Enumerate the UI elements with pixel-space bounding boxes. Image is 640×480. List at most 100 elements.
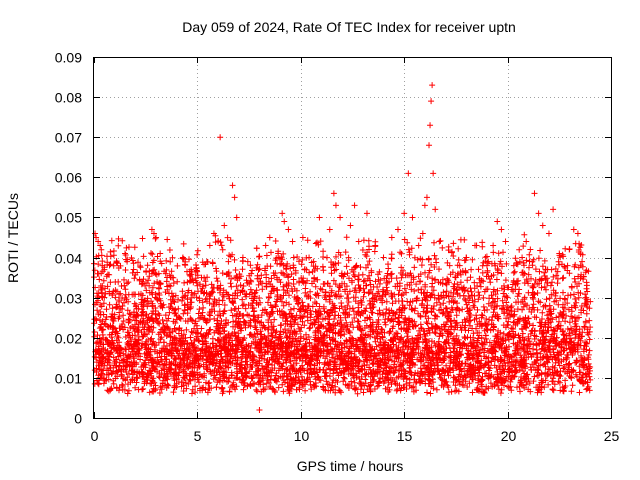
data-point — [394, 226, 401, 233]
data-point — [285, 226, 292, 233]
data-point — [570, 226, 577, 233]
data-point — [229, 182, 236, 189]
y-tick-label: 0.05 — [55, 210, 82, 226]
data-point — [299, 234, 306, 241]
data-point — [99, 262, 106, 269]
data-point — [101, 266, 108, 273]
data-point — [432, 206, 439, 213]
x-tick-label: 0 — [91, 428, 99, 444]
data-point — [463, 254, 470, 261]
data-point — [545, 230, 552, 237]
data-point — [179, 254, 186, 261]
data-point — [583, 294, 590, 301]
data-point — [316, 214, 323, 221]
y-tick-label: 0.08 — [55, 90, 82, 106]
data-point — [388, 234, 395, 241]
data-point — [454, 270, 461, 277]
data-point — [494, 218, 501, 225]
data-point — [527, 246, 534, 253]
data-point — [148, 226, 155, 233]
y-tick-label: 0.04 — [55, 251, 82, 267]
data-point — [275, 250, 282, 257]
data-point — [574, 230, 581, 237]
data-point — [326, 226, 333, 233]
data-point — [347, 222, 354, 229]
data-point — [429, 82, 436, 89]
data-point — [221, 222, 228, 229]
data-point — [535, 210, 542, 217]
data-point — [351, 202, 358, 209]
data-point — [95, 238, 102, 245]
data-point — [436, 238, 443, 245]
plot-frame — [93, 57, 612, 419]
data-point — [225, 258, 232, 265]
data-point — [279, 210, 286, 217]
x-tick-label: 15 — [397, 428, 413, 444]
data-point — [97, 242, 104, 249]
axis-ticks — [94, 57, 612, 419]
y-tick-labels: 0 0.01 0.02 0.03 0.04 0.05 0.06 0.07 0.08 0.09 — [55, 50, 82, 427]
y-tick-label: 0.09 — [55, 50, 82, 66]
data-point — [262, 242, 269, 249]
data-point — [337, 214, 344, 221]
data-point — [289, 238, 296, 245]
data-point — [124, 258, 131, 265]
data-point — [550, 206, 557, 213]
x-tick-label: 10 — [294, 428, 310, 444]
data-point — [556, 250, 563, 257]
data-point — [215, 238, 222, 245]
data-point — [531, 190, 538, 197]
data-point — [266, 234, 273, 241]
data-point — [510, 262, 517, 269]
data-point — [150, 230, 157, 237]
x-tick-label: 5 — [194, 428, 202, 444]
data-point — [157, 250, 164, 257]
data-point — [423, 194, 430, 201]
data-point — [380, 254, 387, 261]
data-point — [198, 274, 205, 281]
data-points — [91, 82, 594, 413]
y-tick-label: 0 — [74, 411, 82, 427]
y-axis-label: ROTI / TECUs — [5, 193, 21, 283]
data-point — [153, 234, 160, 241]
y-tick-label: 0.07 — [55, 130, 82, 146]
data-point — [332, 202, 339, 209]
data-point — [483, 262, 490, 269]
data-point — [490, 242, 497, 249]
data-point — [217, 134, 224, 141]
data-point — [401, 210, 408, 217]
data-point — [210, 230, 217, 237]
data-point — [256, 406, 263, 413]
data-point — [502, 238, 509, 245]
data-point — [446, 262, 453, 269]
data-point — [427, 122, 434, 129]
data-point — [206, 242, 213, 249]
data-point — [564, 262, 571, 269]
data-point — [93, 234, 100, 241]
data-point — [430, 170, 437, 177]
x-tick-label: 20 — [501, 428, 517, 444]
data-point — [363, 210, 370, 217]
x-tick-label: 25 — [604, 428, 620, 444]
x-tick-labels: 0 5 10 15 20 25 — [91, 428, 620, 444]
data-point — [428, 98, 435, 105]
data-point — [419, 230, 426, 237]
data-point — [519, 254, 526, 261]
x-axis-label: GPS time / hours — [297, 458, 404, 474]
y-tick-label: 0.01 — [55, 371, 82, 387]
data-point — [523, 238, 530, 245]
baseline-point-cloud — [91, 231, 594, 397]
data-point — [248, 270, 255, 277]
data-point — [426, 142, 433, 149]
data-point — [498, 226, 505, 233]
data-point — [355, 238, 362, 245]
data-point — [539, 222, 546, 229]
data-point — [233, 214, 240, 221]
data-point — [281, 218, 288, 225]
data-point — [231, 194, 238, 201]
data-point — [421, 202, 428, 209]
chart-title: Day 059 of 2024, Rate Of TEC Index for r… — [182, 19, 516, 35]
data-point — [405, 170, 412, 177]
data-point — [409, 214, 416, 221]
data-point — [579, 258, 586, 265]
